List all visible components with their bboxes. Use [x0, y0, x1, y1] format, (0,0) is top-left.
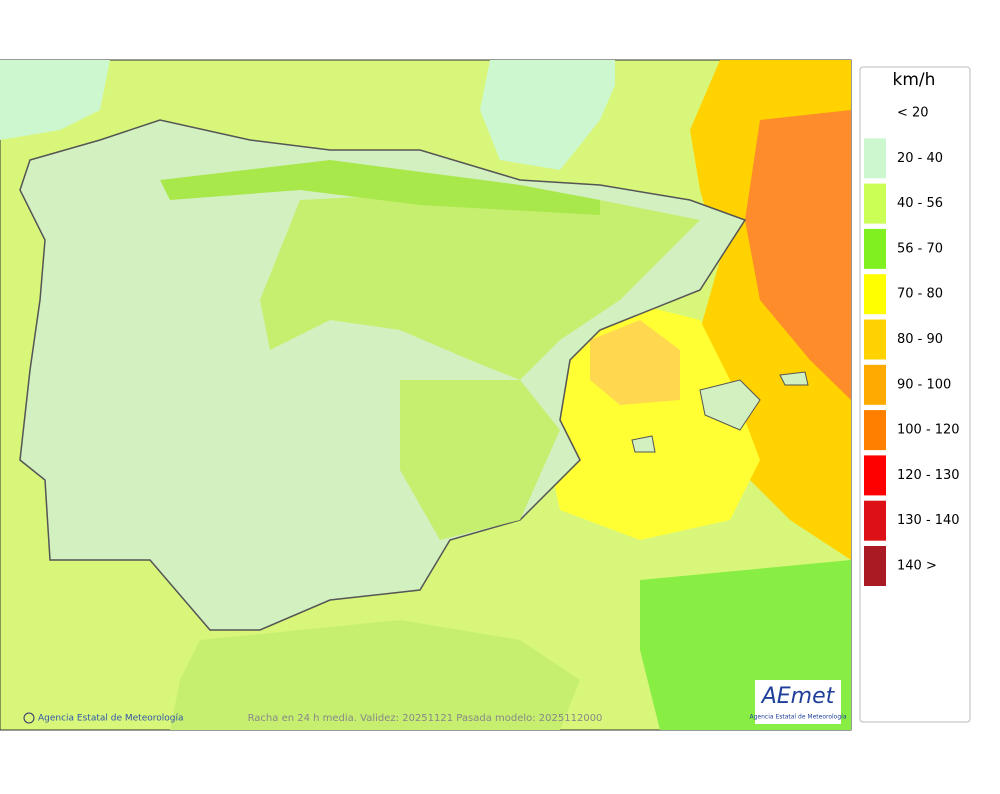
- legend-box: [859, 66, 971, 723]
- legend-swatch: [864, 183, 886, 224]
- legend-label: < 20: [897, 106, 929, 121]
- legend-label: 80 - 90: [897, 332, 943, 347]
- zone: [0, 60, 110, 140]
- legend-swatch: [864, 455, 886, 496]
- logo-subtitle: Agencia Estatal de Meteorología: [750, 714, 847, 721]
- legend-label: 56 - 70: [897, 241, 943, 256]
- caption: Racha en 24 h media. Validez: 20251121 P…: [248, 713, 603, 724]
- legend-swatch: [864, 410, 886, 451]
- credit: Agencia Estatal de Meteorología: [38, 714, 184, 724]
- legend-label: 120 - 130: [897, 468, 960, 483]
- zone: [260, 190, 700, 380]
- zone: [745, 110, 851, 400]
- map: Agencia Estatal de Meteorología Racha en…: [0, 59, 852, 731]
- legend-label: 90 - 100: [897, 377, 951, 392]
- island: [631, 435, 656, 453]
- legend-swatch: [864, 228, 886, 269]
- legend-swatch: [864, 138, 886, 179]
- logo-box: [755, 680, 841, 724]
- legend: km/h < 20 20 - 40 40 - 56 56 - 70 70 - 80 80 …: [859, 66, 971, 723]
- legend-swatch: [864, 364, 886, 405]
- legend-label: 20 - 40: [897, 151, 943, 166]
- legend-label: 140 >: [897, 559, 937, 574]
- island: [699, 379, 761, 431]
- legend-title: km/h: [893, 70, 936, 90]
- legend-label: 40 - 56: [897, 196, 943, 211]
- zone: [590, 320, 680, 405]
- zone: [480, 60, 615, 170]
- legend-label: 70 - 80: [897, 287, 943, 302]
- legend-swatch: [864, 274, 886, 315]
- legend-label: 100 - 120: [897, 423, 960, 438]
- zone: [170, 620, 580, 730]
- legend-label: 130 - 140: [897, 513, 960, 528]
- legend-swatch: [864, 500, 886, 541]
- zone: [400, 380, 560, 540]
- logo: AEmet: [760, 684, 836, 709]
- legend-swatch: [864, 546, 886, 586]
- island: [779, 371, 809, 386]
- copyright-icon: [23, 712, 35, 724]
- legend-swatch: [864, 319, 886, 360]
- zone: [160, 160, 600, 215]
